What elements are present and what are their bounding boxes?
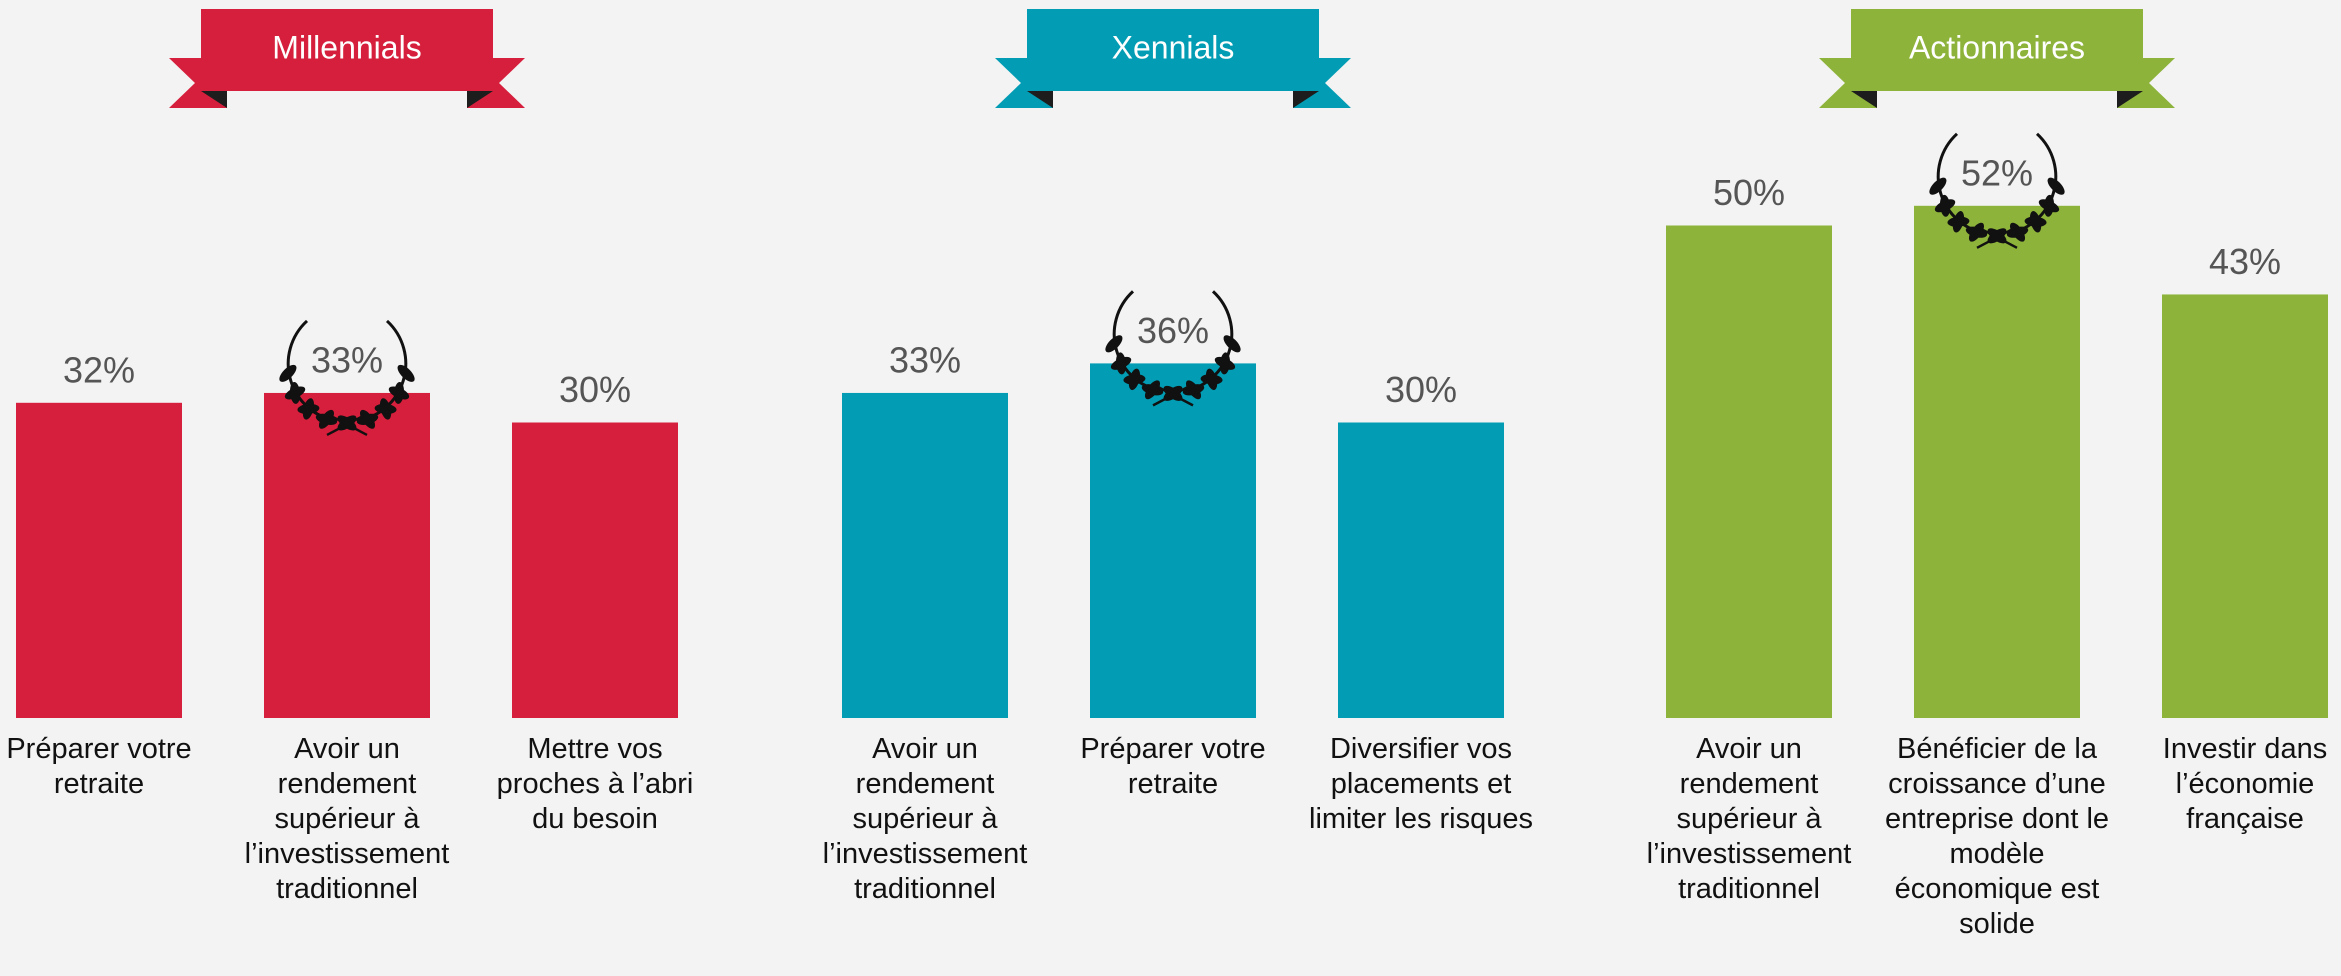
value-label: 50% bbox=[1713, 172, 1785, 213]
chart-title: Actionnaires bbox=[1909, 29, 2085, 65]
laurel-leaf bbox=[1115, 352, 1127, 375]
laurel-leaf bbox=[1200, 374, 1223, 385]
laurel-leaf bbox=[1939, 194, 1951, 217]
laurel bbox=[279, 319, 415, 437]
bar bbox=[512, 422, 678, 718]
laurel-leaf bbox=[397, 364, 415, 382]
laurel-leaf bbox=[1952, 211, 1965, 233]
bar bbox=[16, 402, 182, 718]
value-label: 30% bbox=[1385, 369, 1457, 410]
category-label: Investir dans l’économie française bbox=[2162, 733, 2328, 835]
laurel-leaf bbox=[1929, 177, 1947, 195]
bar bbox=[1338, 422, 1504, 718]
laurel-leaf bbox=[374, 403, 397, 414]
category-label: Avoir un rendement supérieur à l’investi… bbox=[1646, 733, 1852, 905]
value-label: 30% bbox=[559, 369, 631, 410]
laurel-leaf bbox=[388, 386, 410, 400]
ribbon-fold bbox=[467, 91, 493, 108]
bar bbox=[264, 392, 430, 718]
ribbon bbox=[1851, 9, 2143, 91]
category-label: Diversifier vos placements et limiter le… bbox=[1309, 733, 1533, 835]
laurel-leaf bbox=[1223, 335, 1241, 353]
chart-title: Millennials bbox=[272, 29, 421, 65]
ribbon-fold bbox=[2117, 91, 2143, 108]
category-label: Bénéficier de la croissance d’une entrep… bbox=[1884, 733, 2110, 940]
value-label: 33% bbox=[311, 339, 383, 380]
laurel-leaf bbox=[289, 381, 301, 404]
category-label: Avoir un rendement supérieur à l’investi… bbox=[822, 733, 1028, 905]
bar bbox=[842, 392, 1008, 718]
laurel-leaf bbox=[2024, 216, 2047, 227]
ribbon-fold bbox=[1027, 91, 1053, 108]
value-label: 36% bbox=[1137, 310, 1209, 351]
laurel-tie bbox=[1152, 384, 1194, 407]
ribbon-fold bbox=[1851, 91, 1877, 108]
laurel-leaf bbox=[1128, 368, 1141, 391]
category-label: Préparer votre retraite bbox=[6, 733, 192, 800]
category-label: Mettre vos proches à l’abri du besoin bbox=[496, 733, 694, 835]
value-label: 33% bbox=[889, 339, 961, 380]
bar bbox=[2162, 294, 2328, 718]
bar bbox=[1914, 205, 2080, 719]
value-label: 43% bbox=[2209, 241, 2281, 282]
value-label: 32% bbox=[63, 349, 135, 390]
bar bbox=[1666, 225, 1832, 718]
laurel-tie bbox=[1976, 226, 2018, 249]
ribbon bbox=[1027, 9, 1319, 91]
laurel-leaf bbox=[1105, 335, 1123, 353]
laurel-leaf bbox=[302, 398, 315, 420]
laurel bbox=[1105, 290, 1241, 407]
laurel-leaf bbox=[1214, 356, 1236, 370]
value-label: 52% bbox=[1961, 152, 2033, 193]
category-label: Préparer votre retraite bbox=[1080, 733, 1266, 800]
category-label: Avoir un rendement supérieur à l’investi… bbox=[244, 733, 450, 905]
ribbon-fold bbox=[201, 91, 227, 108]
chart-title: Xennials bbox=[1112, 29, 1235, 65]
laurel-leaf bbox=[2047, 177, 2065, 195]
bar bbox=[1090, 363, 1256, 718]
ribbon bbox=[201, 9, 493, 91]
laurel-leaf bbox=[2038, 199, 2060, 213]
laurel bbox=[1929, 132, 2065, 249]
ribbon-fold bbox=[1293, 91, 1319, 108]
laurel-leaf bbox=[279, 364, 297, 382]
laurel-tie bbox=[326, 413, 368, 437]
